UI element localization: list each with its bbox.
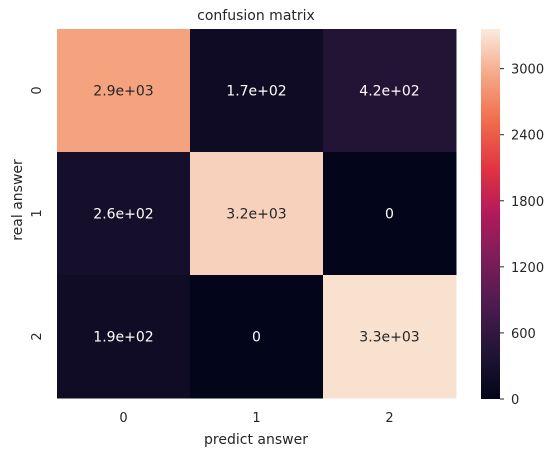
heatmap-cell xyxy=(57,152,191,276)
x-tick-label: 0 xyxy=(119,411,127,426)
cell-annotation: 2.9e+03 xyxy=(93,84,153,100)
x-axis-ticks: 0 1 2 xyxy=(119,411,393,426)
colorbar-tick-label: 0 xyxy=(511,393,519,408)
colorbar-tick-label: 600 xyxy=(511,327,536,342)
cell-annotation: 3.2e+03 xyxy=(226,207,286,223)
heatmap-cells: 2.9e+03 1.7e+02 4.2e+02 2.6e+02 3.2e+03 0 1.9e… xyxy=(57,29,457,399)
y-tick-label: 1 xyxy=(30,209,45,217)
x-tick-label: 1 xyxy=(252,411,260,426)
heatmap-cell xyxy=(57,275,191,399)
cell-annotation: 1.9e+02 xyxy=(93,330,153,346)
y-tick-label: 2 xyxy=(30,332,45,340)
chart-title: confusion matrix xyxy=(197,8,315,24)
cell-annotation: 4.2e+02 xyxy=(359,84,419,100)
y-axis-ticks: 0 1 2 xyxy=(30,86,45,340)
heatmap-cell xyxy=(323,152,457,276)
cell-annotation: 0 xyxy=(385,207,394,223)
heatmap-cell xyxy=(190,152,324,276)
colorbar xyxy=(481,29,500,399)
colorbar-tick-label: 1800 xyxy=(511,195,544,210)
cell-annotation: 0 xyxy=(252,330,261,346)
colorbar-ticks: 0 600 1200 1800 2400 3000 xyxy=(500,63,544,408)
heatmap-cell xyxy=(323,29,457,153)
heatmap-cell xyxy=(57,29,191,153)
heatmap-cell xyxy=(323,275,457,399)
y-tick-label: 0 xyxy=(30,86,45,94)
colorbar-tick-label: 3000 xyxy=(511,63,544,78)
cell-annotation: 1.7e+02 xyxy=(226,84,286,100)
cell-annotation: 2.6e+02 xyxy=(93,207,153,223)
x-axis-label: predict answer xyxy=(204,432,308,448)
heatmap-cell xyxy=(190,275,324,399)
colorbar-tick-label: 1200 xyxy=(511,261,544,276)
heatmap-cell xyxy=(190,29,324,153)
y-axis-label: real answer xyxy=(10,159,26,241)
cell-annotation: 3.3e+03 xyxy=(359,330,419,346)
colorbar-tick-label: 2400 xyxy=(511,129,544,144)
x-tick-label: 2 xyxy=(385,411,393,426)
